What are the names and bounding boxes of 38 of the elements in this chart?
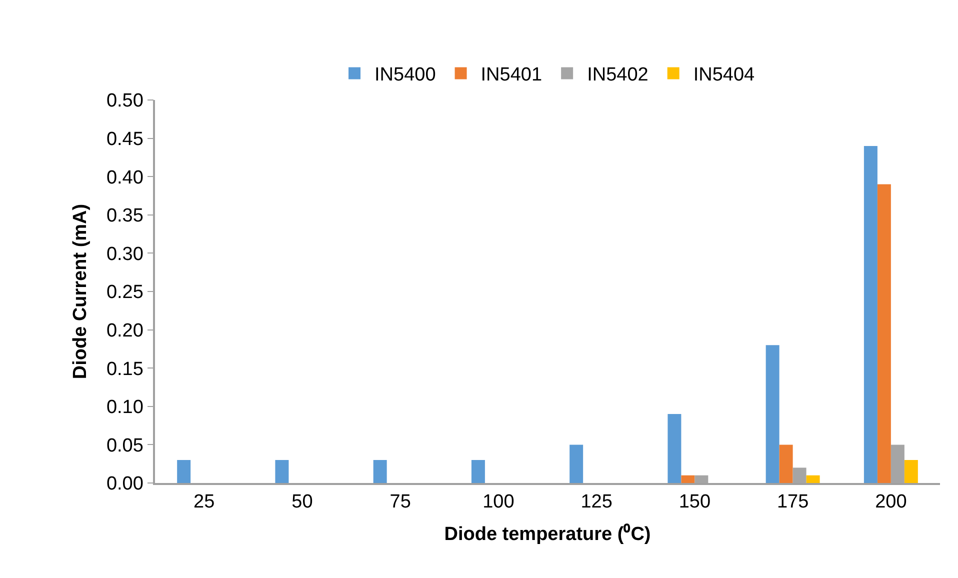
bar [766, 345, 780, 483]
bar [668, 414, 682, 483]
x-axis-title: Diode temperature (⁰C) [444, 522, 651, 545]
legend-label: IN5401 [480, 64, 542, 86]
bar [177, 460, 191, 483]
y-tick-label: 0.05 [106, 435, 144, 456]
legend-label: IN5404 [693, 64, 756, 86]
x-tick-label: 100 [482, 492, 514, 513]
bar [806, 475, 820, 483]
y-tick-label: 0.15 [106, 358, 144, 380]
y-axis-title: Diode Current (mA) [70, 204, 91, 380]
y-tick-label: 0.35 [106, 206, 144, 227]
x-tick-label: 50 [292, 492, 313, 513]
y-tick-label: 0.40 [106, 167, 144, 188]
y-tick-label: 0.50 [106, 90, 144, 112]
y-tick-label: 0.30 [106, 244, 144, 265]
y-tick-label: 0.20 [106, 320, 144, 342]
bar [471, 460, 485, 483]
bar [864, 146, 878, 483]
bar [877, 184, 891, 483]
y-tick-label: 0.10 [106, 397, 144, 418]
x-tick-label: 75 [390, 492, 411, 513]
legend-label: IN5402 [587, 64, 648, 86]
y-tick-label: 0.25 [106, 282, 144, 304]
legend-label: IN5400 [374, 64, 436, 86]
x-tick-label: 25 [193, 492, 215, 513]
y-tick-label: 0.45 [106, 128, 144, 150]
bar [570, 444, 584, 483]
y-tick-label: 0.00 [106, 474, 144, 495]
bar [681, 475, 695, 483]
x-tick-label: 200 [875, 492, 907, 513]
bar [275, 460, 289, 483]
x-tick-label: 125 [580, 492, 612, 513]
x-tick-label: 150 [678, 492, 711, 513]
bar [779, 444, 793, 483]
x-tick-label: 175 [776, 492, 809, 513]
bar [373, 460, 387, 483]
bar [904, 460, 918, 483]
